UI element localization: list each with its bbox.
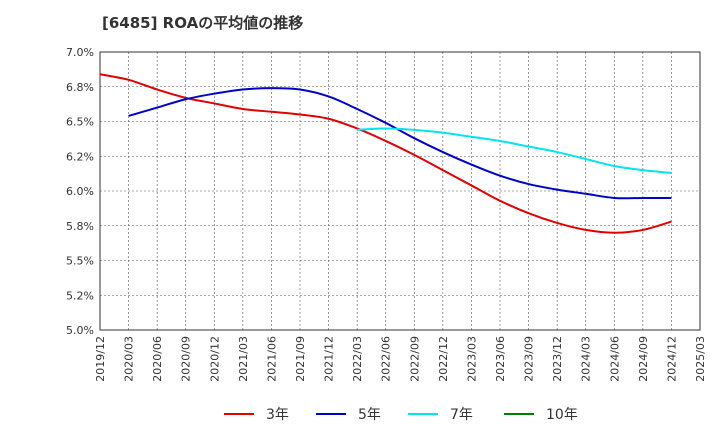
legend-label-3年: 3年 xyxy=(266,407,289,423)
x-tick-label: 2021/03 xyxy=(237,336,250,382)
y-tick-label: 6.0% xyxy=(66,185,94,198)
x-tick-label: 2021/12 xyxy=(323,336,336,382)
y-tick-label: 5.2% xyxy=(66,289,94,302)
x-tick-label: 2020/09 xyxy=(180,336,193,382)
x-tick-label: 2022/03 xyxy=(351,336,364,382)
x-tick-label: 2023/12 xyxy=(551,336,564,382)
legend-label-5年: 5年 xyxy=(358,407,381,423)
y-tick-label: 5.8% xyxy=(66,220,94,233)
x-tick-label: 2020/03 xyxy=(123,336,136,382)
plot-frame xyxy=(99,51,701,331)
x-tick-label: 2020/12 xyxy=(208,336,221,382)
y-tick-label: 6.5% xyxy=(66,116,94,129)
x-tick-label: 2022/06 xyxy=(380,336,393,382)
x-tick-label: 2024/12 xyxy=(665,336,678,382)
x-tick-label: 2024/03 xyxy=(580,336,593,382)
y-tick-label: 7.0% xyxy=(66,46,94,59)
x-tick-label: 2025/03 xyxy=(694,336,707,382)
x-tick-label: 2023/03 xyxy=(465,336,478,382)
x-tick-label: 2020/06 xyxy=(151,336,164,382)
series-line-3年 xyxy=(99,73,672,234)
legend-label-7年: 7年 xyxy=(450,407,473,423)
series-line-5年 xyxy=(128,87,672,200)
y-tick-label: 5.5% xyxy=(66,255,94,268)
chart-title: [6485] ROAの平均値の推移 xyxy=(102,14,304,32)
x-tick-label: 2023/06 xyxy=(494,336,507,382)
x-tick-label: 2022/12 xyxy=(437,336,450,382)
x-tick-label: 2022/09 xyxy=(408,336,421,382)
y-tick-label: 6.8% xyxy=(66,81,94,94)
x-tick-label: 2024/09 xyxy=(637,336,650,382)
x-tick-label: 2021/06 xyxy=(265,336,278,382)
series-line-7年 xyxy=(357,127,672,174)
x-tick-label: 2021/09 xyxy=(294,336,307,382)
x-tick-label: 2023/09 xyxy=(523,336,536,382)
x-tick-label: 2019/12 xyxy=(94,336,107,382)
y-tick-label: 5.0% xyxy=(66,324,94,337)
y-tick-label: 6.2% xyxy=(66,150,94,163)
legend-label-10年: 10年 xyxy=(546,407,578,423)
x-tick-label: 2024/06 xyxy=(608,336,621,382)
